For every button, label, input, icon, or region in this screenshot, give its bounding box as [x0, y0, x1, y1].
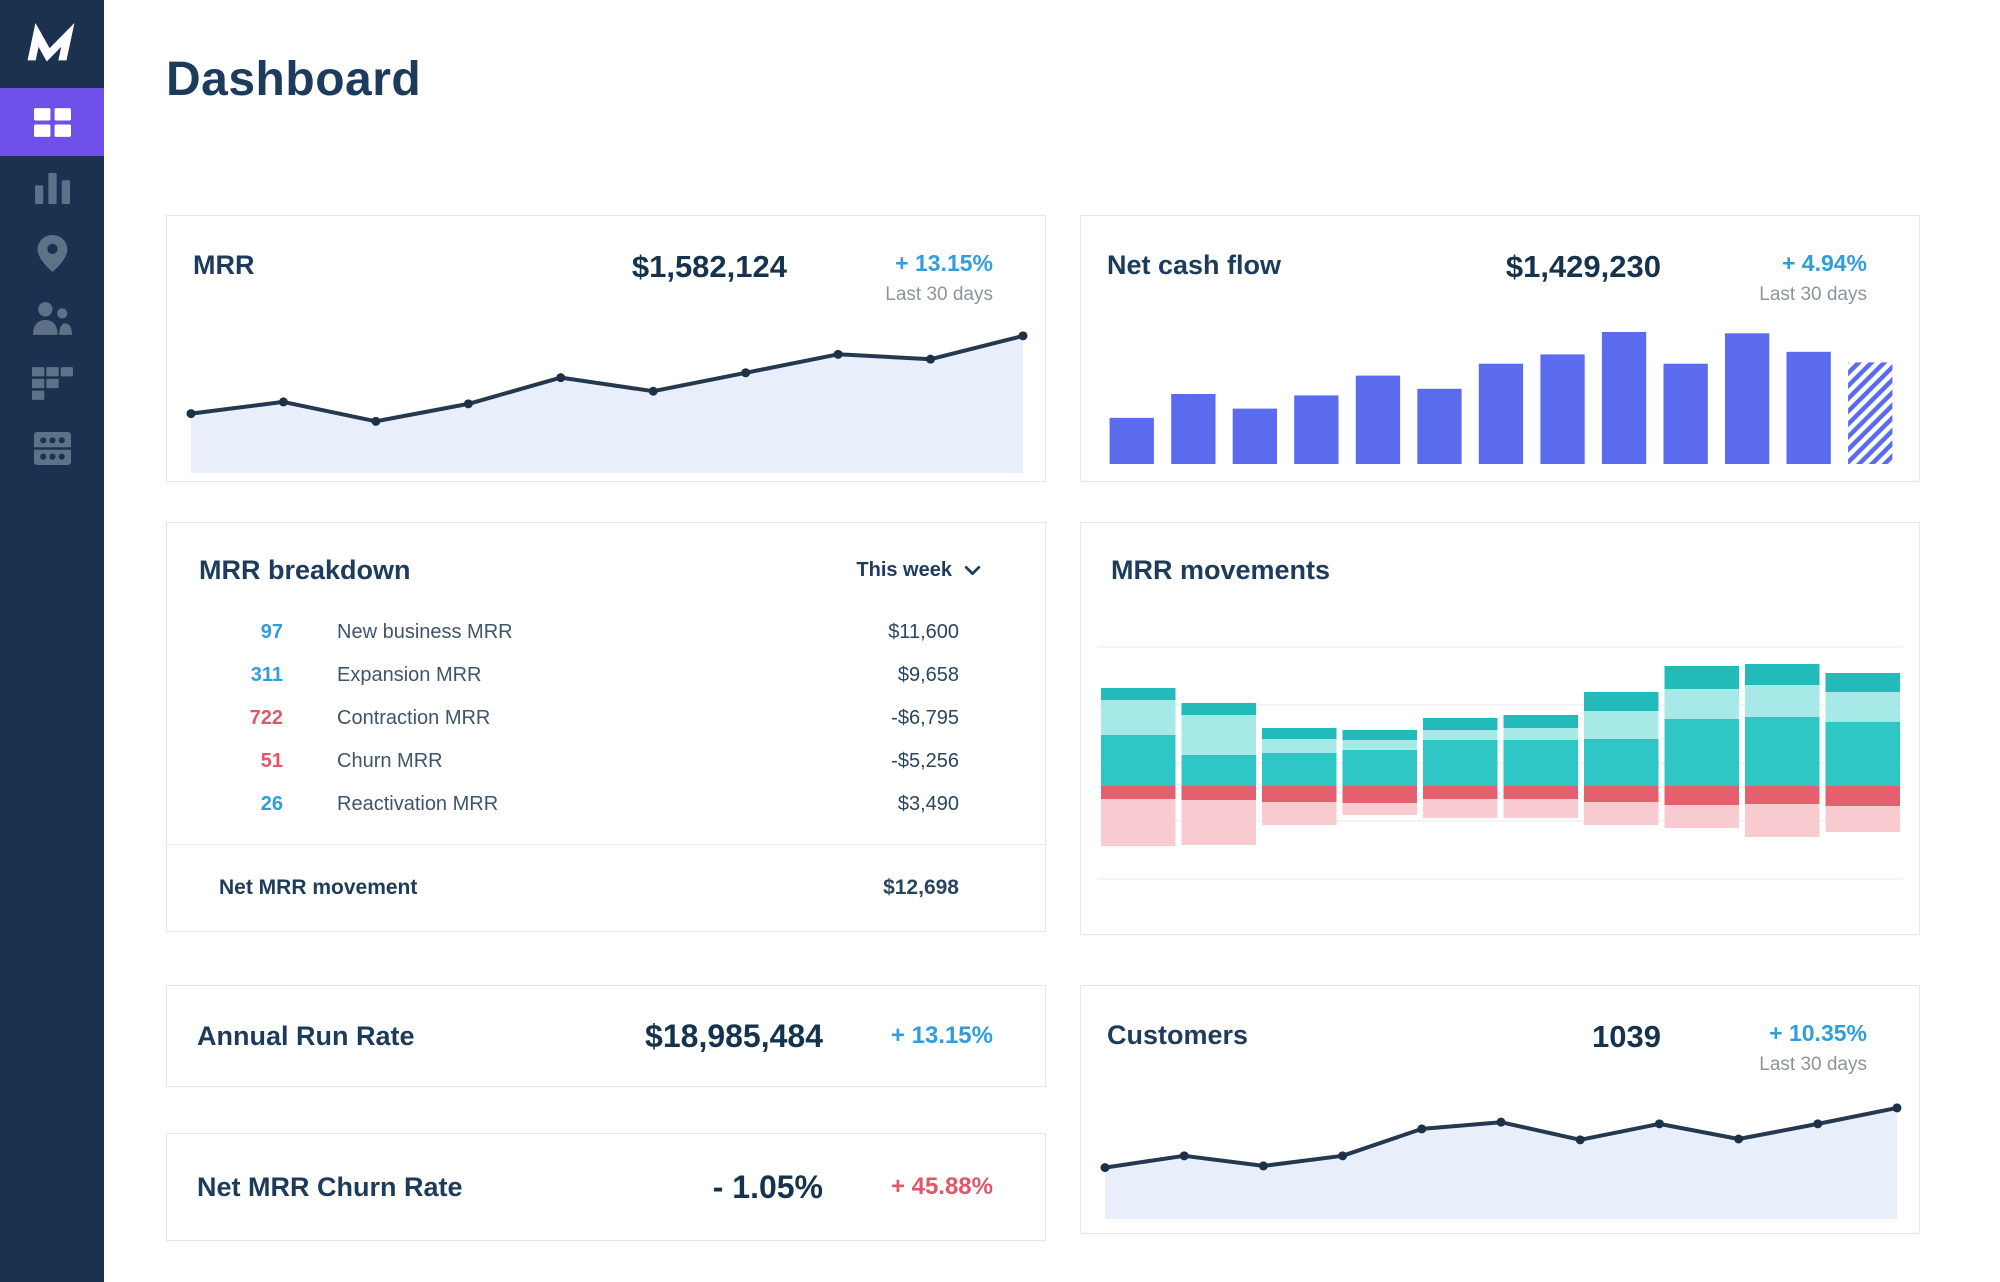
net-mrr-churn-rate-value: - 1.05%: [712, 1168, 823, 1205]
sidebar-item-dashboard[interactable]: [0, 88, 104, 156]
customers-change: + 10.35%: [1769, 1020, 1867, 1046]
net-cash-flow-bar-chart: [1101, 328, 1901, 464]
chevron-down-icon: [964, 565, 981, 576]
mrr-card: MRR $1,582,124 + 13.15% Last 30 days: [166, 215, 1046, 482]
segments-icon: [31, 367, 73, 400]
breakdown-label: Reactivation MRR: [337, 793, 499, 815]
sidebar-nav: [0, 88, 104, 481]
mrr-title: MRR: [193, 250, 255, 280]
mrr-card-header: MRR $1,582,124 + 13.15% Last 30 days: [193, 249, 993, 306]
period-filter-dropdown[interactable]: This week: [856, 559, 981, 582]
breakdown-label: Expansion MRR: [337, 664, 482, 686]
mrr-value: $1,582,124: [631, 249, 787, 284]
net-mrr-movement-label: Net MRR movement: [219, 876, 418, 899]
net-mrr-churn-rate-title: Net MRR Churn Rate: [197, 1171, 463, 1202]
mrr-breakdown-title: MRR breakdown: [199, 555, 411, 585]
breakdown-row: 311 Expansion MRR $9,658: [167, 654, 1045, 697]
breakdown-label: Contraction MRR: [337, 707, 491, 729]
period-filter-label: This week: [856, 559, 952, 581]
breakdown-row: 722 Contraction MRR -$6,795: [167, 697, 1045, 740]
mrr-breakdown-rows: 97 New business MRR $11,600 311 Expansion MR…: [167, 611, 1045, 826]
mrr-breakdown-header: MRR breakdown This week: [199, 555, 981, 586]
mrr-breakdown-card: MRR breakdown This week 97 New business M…: [166, 522, 1046, 932]
breakdown-label: New business MRR: [337, 621, 513, 643]
breakdown-count: 722: [249, 707, 283, 729]
breakdown-count: 51: [260, 750, 283, 772]
people-icon: [32, 302, 72, 335]
bar-chart-icon: [34, 173, 70, 204]
breakdown-value: -$6,795: [891, 707, 959, 729]
data-table-icon: [33, 432, 71, 465]
sidebar: [0, 0, 104, 1282]
breakdown-count: 311: [250, 664, 283, 686]
net-mrr-churn-rate-card: Net MRR Churn Rate - 1.05% + 45.88%: [166, 1133, 1046, 1241]
breakdown-label: Churn MRR: [337, 750, 443, 772]
customers-value: 1039: [1592, 1019, 1661, 1054]
page-title: Dashboard: [166, 53, 422, 106]
breakdown-value: $9,658: [897, 664, 959, 686]
sidebar-item-geography[interactable]: [0, 221, 104, 286]
customers-card-header: Customers 1039 + 10.35% Last 30 days: [1107, 1019, 1867, 1076]
breakdown-count: 97: [260, 621, 283, 643]
chartmogul-logo[interactable]: [0, 0, 104, 88]
mrr-movements-stacked-chart: [1098, 641, 1903, 891]
net-cash-flow-title: Net cash flow: [1107, 250, 1282, 280]
annual-run-rate-change: + 13.15%: [890, 1022, 993, 1049]
net-cash-flow-card-header: Net cash flow $1,429,230 + 4.94% Last 30…: [1107, 249, 1867, 306]
annual-run-rate-card: Annual Run Rate $18,985,484 + 13.15%: [166, 985, 1046, 1087]
chartmogul-logo-icon: [27, 23, 75, 62]
breakdown-value: $11,600: [888, 621, 959, 643]
net-cash-flow-period: Last 30 days: [1759, 284, 1867, 305]
net-mrr-movement-row: Net MRR movement $12,698: [167, 844, 1045, 931]
mrr-area-chart: [181, 313, 1033, 473]
sidebar-item-customers[interactable]: [0, 286, 104, 351]
customers-card: Customers 1039 + 10.35% Last 30 days: [1080, 985, 1920, 1234]
dashboard-grid-icon: [33, 107, 71, 137]
annual-run-rate-row: Annual Run Rate $18,985,484 + 13.15%: [167, 986, 1045, 1086]
annual-run-rate-title: Annual Run Rate: [197, 1020, 415, 1051]
map-pin-icon: [37, 235, 68, 272]
net-mrr-churn-rate-change: + 45.88%: [890, 1173, 993, 1200]
net-mrr-churn-rate-row: Net MRR Churn Rate - 1.05% + 45.88%: [167, 1134, 1045, 1240]
breakdown-value: $3,490: [897, 793, 959, 815]
breakdown-row: 26 Reactivation MRR $3,490: [167, 783, 1045, 826]
customers-title: Customers: [1107, 1020, 1249, 1050]
mrr-change: + 13.15%: [895, 250, 993, 276]
net-cash-flow-value: $1,429,230: [1505, 249, 1661, 284]
mrr-movements-title: MRR movements: [1111, 555, 1331, 585]
mrr-movements-card: MRR movements: [1080, 522, 1920, 935]
annual-run-rate-value: $18,985,484: [645, 1017, 823, 1054]
breakdown-row: 51 Churn MRR -$5,256: [167, 740, 1045, 783]
net-cash-flow-card: Net cash flow $1,429,230 + 4.94% Last 30…: [1080, 215, 1920, 482]
mrr-change-block: + 13.15% Last 30 days: [843, 250, 993, 306]
breakdown-row: 97 New business MRR $11,600: [167, 611, 1045, 654]
breakdown-count: 26: [260, 793, 283, 815]
sidebar-item-segments[interactable]: [0, 351, 104, 416]
sidebar-item-data-tables[interactable]: [0, 416, 104, 481]
net-cash-flow-change-block: + 4.94% Last 30 days: [1717, 250, 1867, 306]
customers-period: Last 30 days: [1759, 1054, 1867, 1075]
breakdown-value: -$5,256: [891, 750, 959, 772]
mrr-period: Last 30 days: [885, 284, 993, 305]
net-mrr-movement-value: $12,698: [883, 876, 959, 899]
sidebar-item-charts[interactable]: [0, 156, 104, 221]
net-cash-flow-change: + 4.94%: [1781, 250, 1867, 276]
customers-area-chart: [1095, 1084, 1907, 1219]
customers-change-block: + 10.35% Last 30 days: [1717, 1020, 1867, 1076]
